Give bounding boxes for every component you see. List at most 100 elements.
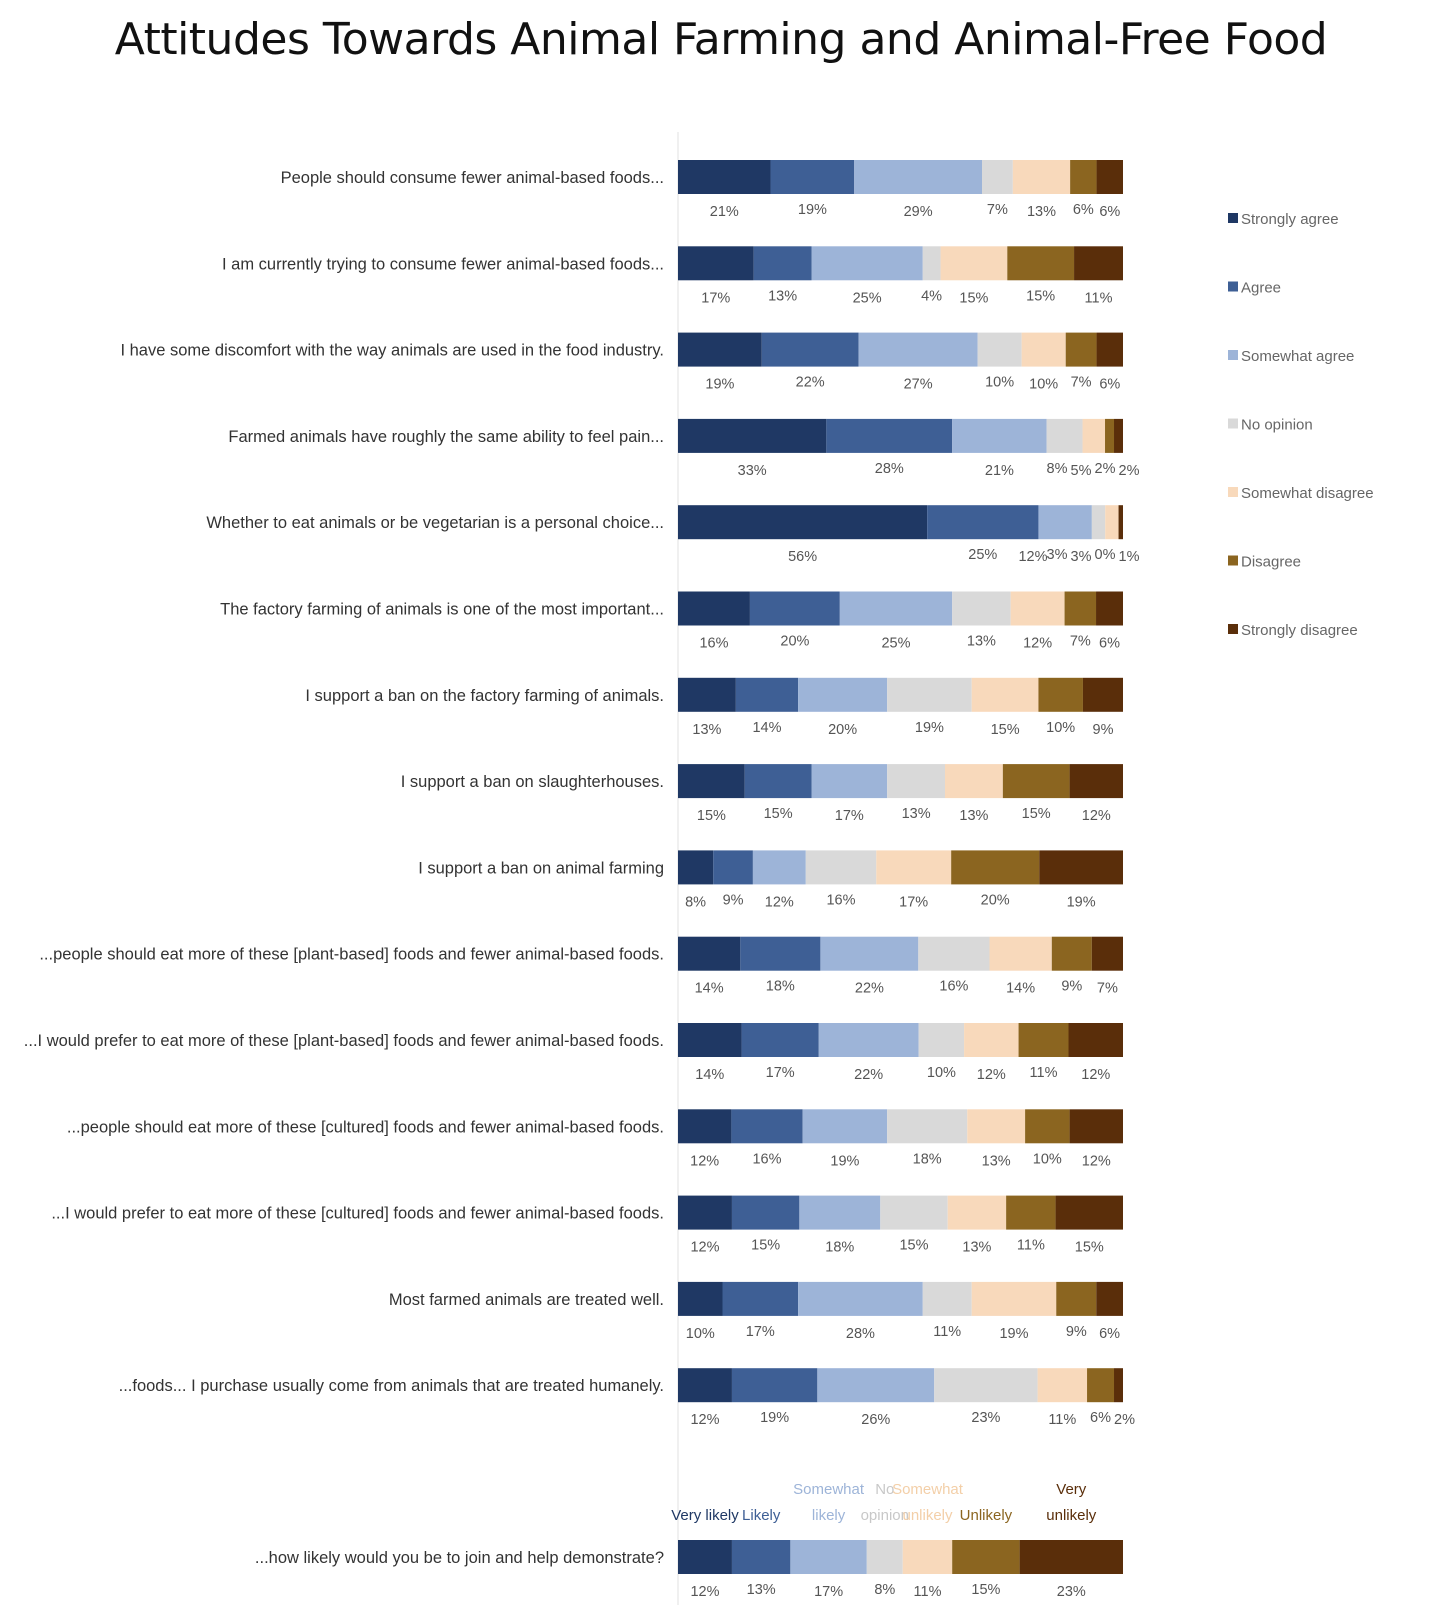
row-15-pct-strongly-agree: 12% (690, 1412, 719, 1428)
row-7-pct-agree: 14% (752, 720, 781, 736)
row-15-pct-no-opinion: 23% (971, 1410, 1000, 1426)
row-2-bar-strongly-disagree (1074, 246, 1123, 281)
row-7-pct-somewhat-disagree: 15% (991, 722, 1020, 738)
row-3-bar-disagree (1065, 332, 1097, 367)
row-3-bar-somewhat-agree (858, 332, 978, 367)
legend-swatch-disagree (1228, 555, 1238, 566)
row-14-bar-somewhat-agree (798, 1281, 923, 1316)
row-11-pct-strongly-agree: 14% (695, 1067, 724, 1083)
row-5-pct-somewhat-disagree: 3% (1071, 549, 1092, 565)
row-5-bar-strongly-agree (678, 505, 928, 540)
row-13-pct-no-opinion: 15% (899, 1238, 928, 1254)
likely-row-bar-somewhat-agree (790, 1540, 867, 1574)
legend-label-agree: Agree (1241, 280, 1281, 297)
likely-row-bar-somewhat-disagree (902, 1540, 953, 1574)
row-5-pct-disagree: 0% (1095, 547, 1116, 563)
row-11-bar-strongly-agree (678, 1023, 742, 1057)
row-9-label: I support a ban on animal farming (418, 859, 664, 877)
row-7-bar-strongly-agree (678, 677, 736, 712)
row-11-pct-disagree: 11% (1030, 1065, 1058, 1081)
row-2-bar-somewhat-disagree (940, 246, 1008, 281)
row-8-bar-strongly-agree (678, 764, 745, 799)
row-5-label: Whether to eat animals or be vegetarian … (206, 514, 664, 532)
legend-swatch-strongly-agree (1228, 213, 1238, 223)
row-8-pct-strongly-disagree: 12% (1082, 808, 1111, 824)
row-12-bar-agree (731, 1109, 803, 1144)
row-13-label: ...I would prefer to eat more of these [… (51, 1205, 664, 1223)
row-9-bar-agree (713, 850, 753, 885)
row-4-pct-strongly-agree: 33% (738, 463, 767, 479)
row-12-pct-strongly-agree: 12% (690, 1153, 719, 1169)
row-8-bar-no-opinion (887, 764, 945, 799)
row-3-pct-strongly-disagree: 6% (1099, 377, 1120, 393)
row-9-pct-somewhat-agree: 12% (765, 894, 794, 910)
row-15-bar-strongly-agree (678, 1368, 732, 1403)
row-11-pct-somewhat-agree: 22% (854, 1067, 883, 1083)
page-title: Attitudes Towards Animal Farming and Ani… (114, 14, 1328, 65)
row-3-pct-somewhat-agree: 27% (904, 377, 933, 393)
row-12-pct-strongly-disagree: 12% (1082, 1153, 1111, 1169)
row-1-bar-agree (770, 160, 855, 194)
row-15-label: ...foods... I purchase usually come from… (119, 1377, 664, 1395)
row-14-label: Most farmed animals are treated well. (389, 1291, 664, 1309)
row-2-label: I am currently trying to consume fewer a… (222, 255, 664, 273)
row-10-pct-somewhat-agree: 22% (855, 981, 884, 997)
row-1-bar-somewhat-agree (854, 160, 983, 194)
row-11-pct-strongly-disagree: 12% (1081, 1067, 1110, 1083)
row-10-bar-somewhat-disagree (989, 936, 1052, 971)
likely-category-somewhat-likely: Somewhat likely (793, 1481, 865, 1524)
row-14-pct-somewhat-disagree: 19% (999, 1326, 1028, 1342)
row-2-pct-disagree: 15% (1026, 288, 1055, 304)
row-12-pct-somewhat-disagree: 13% (982, 1153, 1011, 1169)
row-14-bar-somewhat-disagree (971, 1281, 1057, 1316)
row-4-bar-somewhat-agree (952, 418, 1047, 453)
row-12-pct-somewhat-agree: 19% (830, 1153, 859, 1169)
row-14-pct-agree: 17% (746, 1324, 775, 1340)
row-14-bar-no-opinion (922, 1281, 972, 1316)
likely-category-very-unlikely: Very unlikely (1046, 1481, 1097, 1524)
row-4-pct-no-opinion: 8% (1047, 461, 1068, 477)
row-12-bar-strongly-disagree (1069, 1109, 1123, 1144)
likely-row-pct-strongly-agree: 12% (690, 1584, 719, 1600)
row-1-bar-no-opinion (982, 160, 1013, 194)
likely-row-bar-strongly-agree (678, 1540, 732, 1574)
row-12-bar-somewhat-agree (802, 1109, 888, 1144)
row-8-bar-strongly-disagree (1069, 764, 1123, 799)
legend-swatch-agree (1228, 281, 1238, 292)
row-11-bar-somewhat-agree (818, 1023, 919, 1057)
likely-row-pct-disagree: 15% (971, 1582, 1000, 1598)
row-15-pct-disagree: 6% (1090, 1410, 1111, 1426)
row-9-pct-no-opinion: 16% (826, 892, 855, 908)
row-6-pct-disagree: 7% (1070, 634, 1091, 650)
row-2-pct-somewhat-disagree: 15% (959, 290, 988, 306)
row-2-bar-agree (753, 246, 812, 281)
row-7-pct-somewhat-agree: 20% (828, 722, 857, 738)
row-1-pct-strongly-agree: 21% (710, 204, 739, 220)
row-5-bar-no-opinion (1091, 505, 1106, 540)
row-12-pct-disagree: 10% (1033, 1151, 1062, 1167)
likely-row-bar-no-opinion (866, 1540, 903, 1574)
row-13-bar-somewhat-disagree (947, 1195, 1007, 1230)
row-9-pct-somewhat-disagree: 17% (899, 894, 928, 910)
row-13-bar-somewhat-agree (799, 1195, 881, 1230)
row-10-pct-strongly-agree: 14% (695, 981, 724, 997)
row-10-bar-no-opinion (918, 936, 990, 971)
row-6-label: The factory farming of animals is one of… (220, 601, 664, 619)
row-6-bar-somewhat-disagree (1010, 591, 1065, 626)
row-2-bar-strongly-agree (678, 246, 754, 281)
row-12-pct-agree: 16% (752, 1151, 781, 1167)
row-14-pct-disagree: 9% (1066, 1324, 1087, 1340)
row-4-bar-strongly-agree (678, 418, 827, 453)
row-4-bar-no-opinion (1046, 418, 1083, 453)
row-13-bar-agree (731, 1195, 800, 1230)
row-3-pct-no-opinion: 10% (985, 375, 1014, 391)
row-1-label: People should consume fewer animal-based… (281, 169, 664, 187)
row-6-pct-somewhat-agree: 25% (881, 636, 910, 652)
row-4-pct-somewhat-disagree: 5% (1071, 463, 1092, 479)
row-9-pct-strongly-disagree: 19% (1067, 894, 1096, 910)
legend-swatch-strongly-disagree (1228, 624, 1238, 634)
row-12-bar-no-opinion (887, 1109, 968, 1144)
row-1-bar-somewhat-disagree (1012, 160, 1071, 194)
row-11-pct-no-opinion: 10% (927, 1065, 956, 1081)
likely-row-bar-disagree (952, 1540, 1020, 1574)
